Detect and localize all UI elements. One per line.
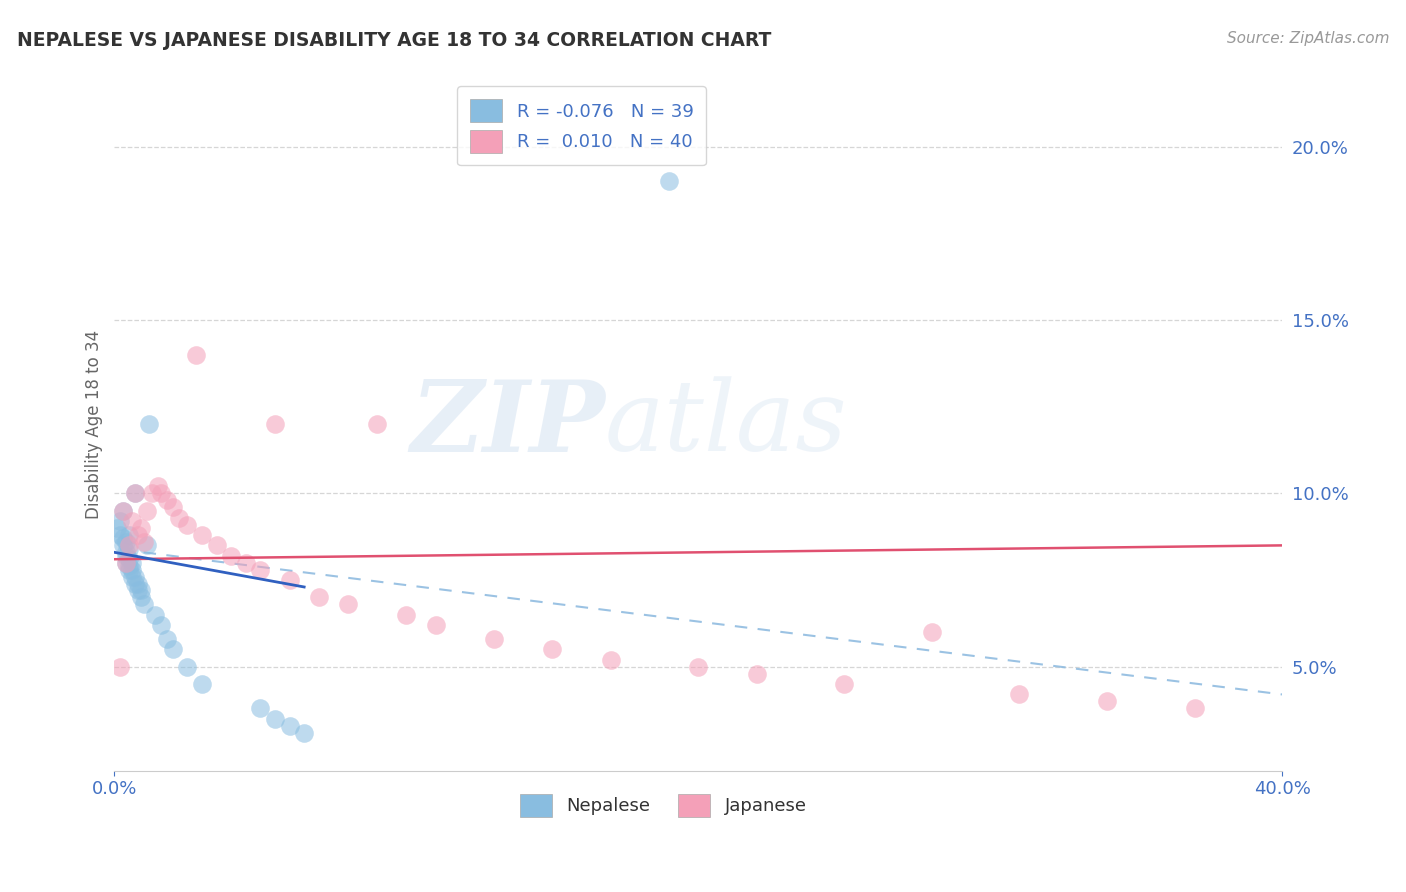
Point	[156, 632, 179, 646]
Point	[308, 591, 330, 605]
Point	[127, 583, 149, 598]
Point	[121, 556, 143, 570]
Point	[366, 417, 388, 431]
Point	[118, 541, 141, 556]
Point	[167, 510, 190, 524]
Point	[132, 597, 155, 611]
Point	[110, 528, 132, 542]
Text: ZIP: ZIP	[409, 376, 605, 473]
Legend: Nepalese, Japanese: Nepalese, Japanese	[513, 787, 814, 824]
Point	[176, 517, 198, 532]
Point	[249, 701, 271, 715]
Point	[129, 591, 152, 605]
Point	[118, 563, 141, 577]
Point	[1095, 694, 1118, 708]
Point	[115, 556, 138, 570]
Text: Source: ZipAtlas.com: Source: ZipAtlas.com	[1226, 31, 1389, 46]
Point	[599, 653, 621, 667]
Y-axis label: Disability Age 18 to 34: Disability Age 18 to 34	[86, 329, 103, 518]
Point	[110, 514, 132, 528]
Point	[150, 486, 173, 500]
Point	[191, 677, 214, 691]
Text: NEPALESE VS JAPANESE DISABILITY AGE 18 TO 34 CORRELATION CHART: NEPALESE VS JAPANESE DISABILITY AGE 18 T…	[17, 31, 772, 50]
Point	[141, 486, 163, 500]
Point	[278, 718, 301, 732]
Point	[1008, 688, 1031, 702]
Point	[118, 528, 141, 542]
Point	[162, 642, 184, 657]
Point	[118, 552, 141, 566]
Point	[264, 417, 287, 431]
Point	[658, 174, 681, 188]
Point	[115, 549, 138, 563]
Point	[112, 504, 135, 518]
Point	[156, 493, 179, 508]
Point	[121, 514, 143, 528]
Point	[121, 569, 143, 583]
Point	[110, 659, 132, 673]
Point	[112, 504, 135, 518]
Point	[176, 659, 198, 673]
Point	[121, 563, 143, 577]
Point	[541, 642, 564, 657]
Point	[129, 521, 152, 535]
Point	[832, 677, 855, 691]
Point	[118, 538, 141, 552]
Point	[249, 563, 271, 577]
Point	[278, 573, 301, 587]
Point	[129, 583, 152, 598]
Point	[921, 625, 943, 640]
Point	[148, 479, 170, 493]
Point	[105, 521, 128, 535]
Point	[124, 576, 146, 591]
Point	[186, 348, 208, 362]
Point	[112, 538, 135, 552]
Point	[124, 486, 146, 500]
Point	[150, 618, 173, 632]
Point	[112, 532, 135, 546]
Point	[135, 504, 157, 518]
Point	[395, 607, 418, 622]
Point	[425, 618, 447, 632]
Point	[127, 576, 149, 591]
Point	[235, 556, 257, 570]
Point	[138, 417, 160, 431]
Point	[336, 597, 359, 611]
Point	[1184, 701, 1206, 715]
Point	[124, 569, 146, 583]
Point	[264, 712, 287, 726]
Point	[118, 559, 141, 574]
Point	[135, 538, 157, 552]
Point	[745, 666, 768, 681]
Point	[482, 632, 505, 646]
Point	[292, 725, 315, 739]
Point	[115, 556, 138, 570]
Point	[205, 538, 228, 552]
Point	[124, 486, 146, 500]
Point	[688, 659, 710, 673]
Point	[162, 500, 184, 515]
Point	[115, 535, 138, 549]
Point	[219, 549, 242, 563]
Point	[191, 528, 214, 542]
Point	[132, 535, 155, 549]
Text: atlas: atlas	[605, 376, 848, 472]
Point	[115, 545, 138, 559]
Point	[143, 607, 166, 622]
Point	[127, 528, 149, 542]
